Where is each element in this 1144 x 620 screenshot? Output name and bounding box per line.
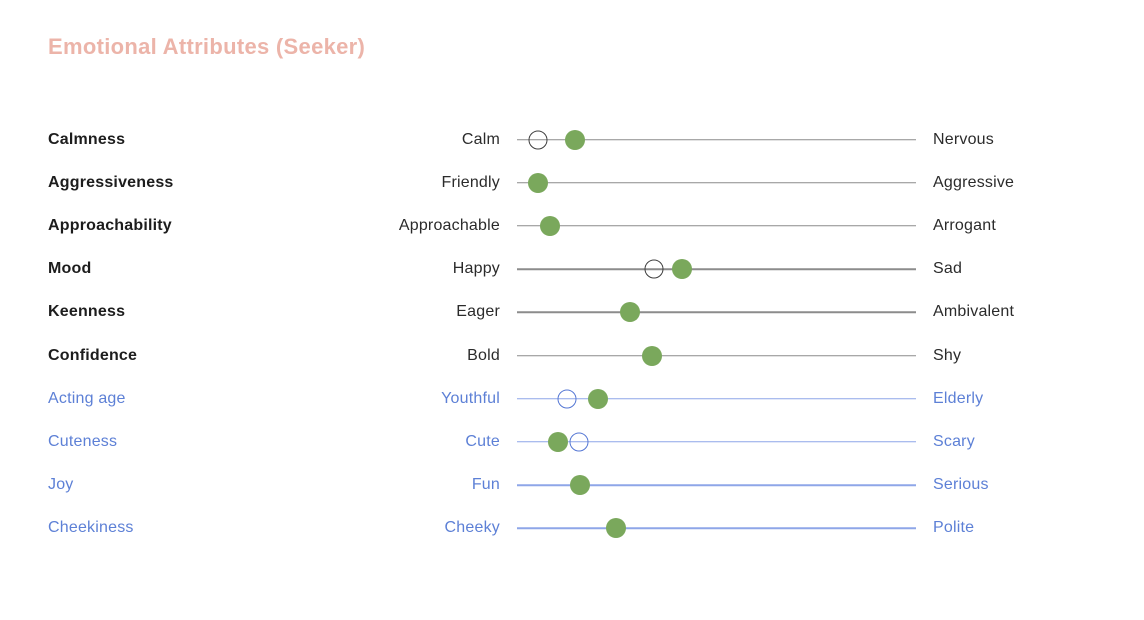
slider-handle[interactable] bbox=[641, 345, 662, 366]
slider-cell bbox=[500, 161, 933, 204]
left-anchor-label: Cheeky bbox=[444, 519, 500, 537]
attribute-name-label: Calmness bbox=[48, 130, 126, 148]
right-anchor-label: Shy bbox=[933, 346, 962, 364]
right-anchor-label: Aggressive bbox=[933, 173, 1015, 191]
slider-handle[interactable] bbox=[605, 518, 626, 539]
slider-cell bbox=[500, 204, 933, 247]
right-anchor-label: Sad bbox=[933, 260, 963, 278]
attribute-row: Calmness Calm Nervous bbox=[48, 118, 1104, 161]
slider-handle[interactable] bbox=[564, 129, 585, 150]
attribute-row: Mood Happy Sad bbox=[48, 248, 1104, 291]
slider-handle[interactable] bbox=[672, 259, 693, 280]
slider-track-line bbox=[517, 441, 916, 443]
left-anchor-label: Approachable bbox=[398, 216, 500, 234]
left-anchor-label: Bold bbox=[467, 346, 500, 364]
slider-track-line bbox=[517, 484, 916, 486]
attribute-name-label: Mood bbox=[48, 260, 92, 278]
slider-cell bbox=[500, 507, 933, 550]
slider-secondary-handle[interactable] bbox=[569, 432, 589, 452]
slider-cell bbox=[500, 377, 933, 420]
slider-track[interactable] bbox=[517, 161, 916, 204]
right-anchor-label: Nervous bbox=[933, 130, 994, 148]
slider-secondary-handle[interactable] bbox=[644, 259, 664, 279]
right-anchor-label: Arrogant bbox=[933, 216, 996, 234]
slider-cell bbox=[500, 464, 933, 507]
attribute-name-label: Approachability bbox=[48, 216, 172, 234]
attribute-row: Approachability Approachable Arrogant bbox=[48, 204, 1104, 247]
page-title: Emotional Attributes (Seeker) bbox=[48, 34, 366, 59]
slider-track[interactable] bbox=[517, 334, 916, 377]
slider-track-line bbox=[517, 354, 916, 357]
slider-track[interactable] bbox=[517, 204, 916, 247]
slider-track-line bbox=[517, 138, 916, 141]
slider-track[interactable] bbox=[517, 291, 916, 334]
slider-track[interactable] bbox=[517, 464, 916, 507]
slider-cell bbox=[500, 118, 933, 161]
left-anchor-label: Eager bbox=[456, 303, 500, 321]
right-anchor-label: Elderly bbox=[933, 389, 984, 407]
attribute-list: Calmness Calm Nervous Aggressiveness Fri… bbox=[48, 118, 1104, 550]
attribute-row: Cuteness Cute Scary bbox=[48, 420, 1104, 463]
left-anchor-label: Fun bbox=[471, 476, 500, 494]
slider-track[interactable] bbox=[517, 248, 916, 291]
slider-track-line bbox=[517, 225, 916, 227]
left-anchor-label: Youthful bbox=[441, 389, 500, 407]
right-anchor-label: Scary bbox=[933, 432, 975, 450]
slider-handle[interactable] bbox=[587, 388, 608, 409]
right-anchor-label: Serious bbox=[933, 476, 989, 494]
attribute-name-label: Aggressiveness bbox=[48, 173, 174, 191]
attribute-name-label: Cuteness bbox=[48, 432, 118, 450]
left-anchor-label: Calm bbox=[461, 130, 500, 148]
slider-cell bbox=[500, 248, 933, 291]
slider-handle[interactable] bbox=[570, 475, 591, 496]
slider-cell bbox=[500, 334, 933, 377]
slider-track-line bbox=[517, 182, 916, 184]
attribute-row: Confidence Bold Shy bbox=[48, 334, 1104, 377]
left-anchor-label: Happy bbox=[452, 260, 500, 278]
right-anchor-label: Ambivalent bbox=[933, 303, 1015, 321]
slider-track-line bbox=[517, 527, 916, 530]
attribute-row: Acting age Youthful Elderly bbox=[48, 377, 1104, 420]
attribute-name-label: Acting age bbox=[48, 389, 126, 407]
slider-track[interactable] bbox=[517, 118, 916, 161]
slider-handle[interactable] bbox=[540, 215, 561, 236]
slider-secondary-handle[interactable] bbox=[528, 130, 548, 150]
attribute-row: Keenness Eager Ambivalent bbox=[48, 291, 1104, 334]
slider-handle[interactable] bbox=[619, 302, 640, 323]
attribute-row: Cheekiness Cheeky Polite bbox=[48, 507, 1104, 550]
attribute-name-label: Joy bbox=[48, 476, 74, 494]
slider-cell bbox=[500, 420, 933, 463]
attribute-name-label: Keenness bbox=[48, 303, 126, 321]
attribute-name-label: Confidence bbox=[48, 346, 138, 364]
slider-track-line bbox=[517, 397, 916, 400]
slider-track-line bbox=[517, 311, 916, 314]
slider-cell bbox=[500, 291, 933, 334]
attribute-name-label: Cheekiness bbox=[48, 519, 134, 537]
attribute-row: Aggressiveness Friendly Aggressive bbox=[48, 161, 1104, 204]
slider-handle[interactable] bbox=[548, 431, 569, 452]
slider-track[interactable] bbox=[517, 507, 916, 550]
slider-handle[interactable] bbox=[528, 172, 549, 193]
slider-track-line bbox=[517, 268, 916, 270]
slider-secondary-handle[interactable] bbox=[557, 389, 577, 409]
left-anchor-label: Cute bbox=[465, 432, 500, 450]
right-anchor-label: Polite bbox=[933, 519, 975, 537]
left-anchor-label: Friendly bbox=[441, 173, 500, 191]
slider-track[interactable] bbox=[517, 377, 916, 420]
attribute-row: Joy Fun Serious bbox=[48, 464, 1104, 507]
slider-track[interactable] bbox=[517, 420, 916, 463]
